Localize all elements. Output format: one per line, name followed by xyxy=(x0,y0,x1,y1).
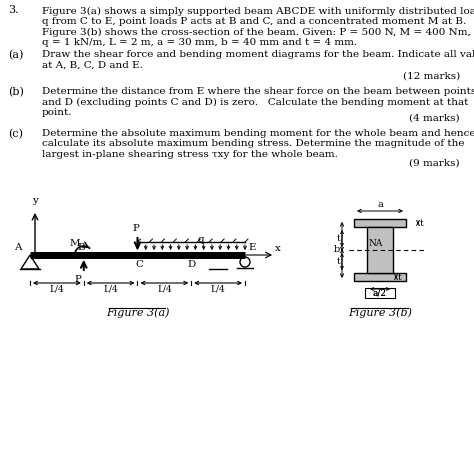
Text: (9 marks): (9 marks) xyxy=(410,159,460,168)
Text: q = 1 kN/m, L = 2 m, a = 30 mm, b = 40 mm and t = 4 mm.: q = 1 kN/m, L = 2 m, a = 30 mm, b = 40 m… xyxy=(42,39,357,47)
Text: C: C xyxy=(136,260,144,269)
Text: Draw the shear force and bending moment diagrams for the beam. Indicate all valu: Draw the shear force and bending moment … xyxy=(42,50,474,59)
Text: t: t xyxy=(398,272,402,281)
Text: (c): (c) xyxy=(8,129,23,140)
Text: Determine the absolute maximum bending moment for the whole beam and hence: Determine the absolute maximum bending m… xyxy=(42,129,474,138)
Text: q: q xyxy=(198,235,205,244)
Text: y: y xyxy=(32,196,38,205)
Text: L/4: L/4 xyxy=(103,285,118,294)
Text: a: a xyxy=(377,200,383,209)
Text: (b): (b) xyxy=(8,87,24,97)
Text: t: t xyxy=(420,219,424,227)
Text: t: t xyxy=(336,257,340,266)
Bar xyxy=(354,273,406,281)
Text: Figure 3(b) shows the cross-section of the beam. Given: P = 500 N, M = 400 Nm,: Figure 3(b) shows the cross-section of t… xyxy=(42,28,471,37)
Text: M: M xyxy=(70,239,81,248)
Text: Figure 3(b): Figure 3(b) xyxy=(348,307,412,318)
Text: E: E xyxy=(248,243,255,252)
Bar xyxy=(367,227,393,273)
Text: a/2: a/2 xyxy=(373,288,387,298)
Text: largest in-plane shearing stress τxy for the whole beam.: largest in-plane shearing stress τxy for… xyxy=(42,150,338,159)
Text: P: P xyxy=(75,275,82,284)
Text: calculate its absolute maximum bending stress. Determine the magnitude of the: calculate its absolute maximum bending s… xyxy=(42,140,465,148)
Text: A: A xyxy=(15,243,22,252)
Text: P: P xyxy=(132,224,139,233)
Text: a/2: a/2 xyxy=(373,289,387,298)
Text: NA: NA xyxy=(369,239,383,248)
Text: D: D xyxy=(187,260,195,269)
Text: 3.: 3. xyxy=(8,5,18,15)
Text: (12 marks): (12 marks) xyxy=(403,72,460,81)
Text: at A, B, C, D and E.: at A, B, C, D and E. xyxy=(42,60,143,69)
Text: L/4: L/4 xyxy=(157,285,172,294)
Text: Figure 3(a) shows a simply supported beam ABCDE with uniformly distributed load: Figure 3(a) shows a simply supported bea… xyxy=(42,7,474,16)
Bar xyxy=(365,288,395,298)
Text: B: B xyxy=(78,243,86,252)
Text: t: t xyxy=(336,234,340,243)
Text: point.: point. xyxy=(42,108,73,117)
Text: (4 marks): (4 marks) xyxy=(410,114,460,123)
Text: L/4: L/4 xyxy=(211,285,226,294)
Text: and D (excluding points C and D) is zero.   Calculate the bending moment at that: and D (excluding points C and D) is zero… xyxy=(42,98,468,106)
Text: q from C to E, point loads P acts at B and C, and a concentrated moment M at B.: q from C to E, point loads P acts at B a… xyxy=(42,18,466,27)
Bar xyxy=(354,219,406,227)
Text: (a): (a) xyxy=(8,50,23,60)
Text: x: x xyxy=(275,244,281,253)
Text: L/4: L/4 xyxy=(49,285,64,294)
Text: Figure 3(a): Figure 3(a) xyxy=(106,307,169,318)
Text: Determine the distance from E where the shear force on the beam between points C: Determine the distance from E where the … xyxy=(42,87,474,96)
Text: b: b xyxy=(334,246,340,254)
